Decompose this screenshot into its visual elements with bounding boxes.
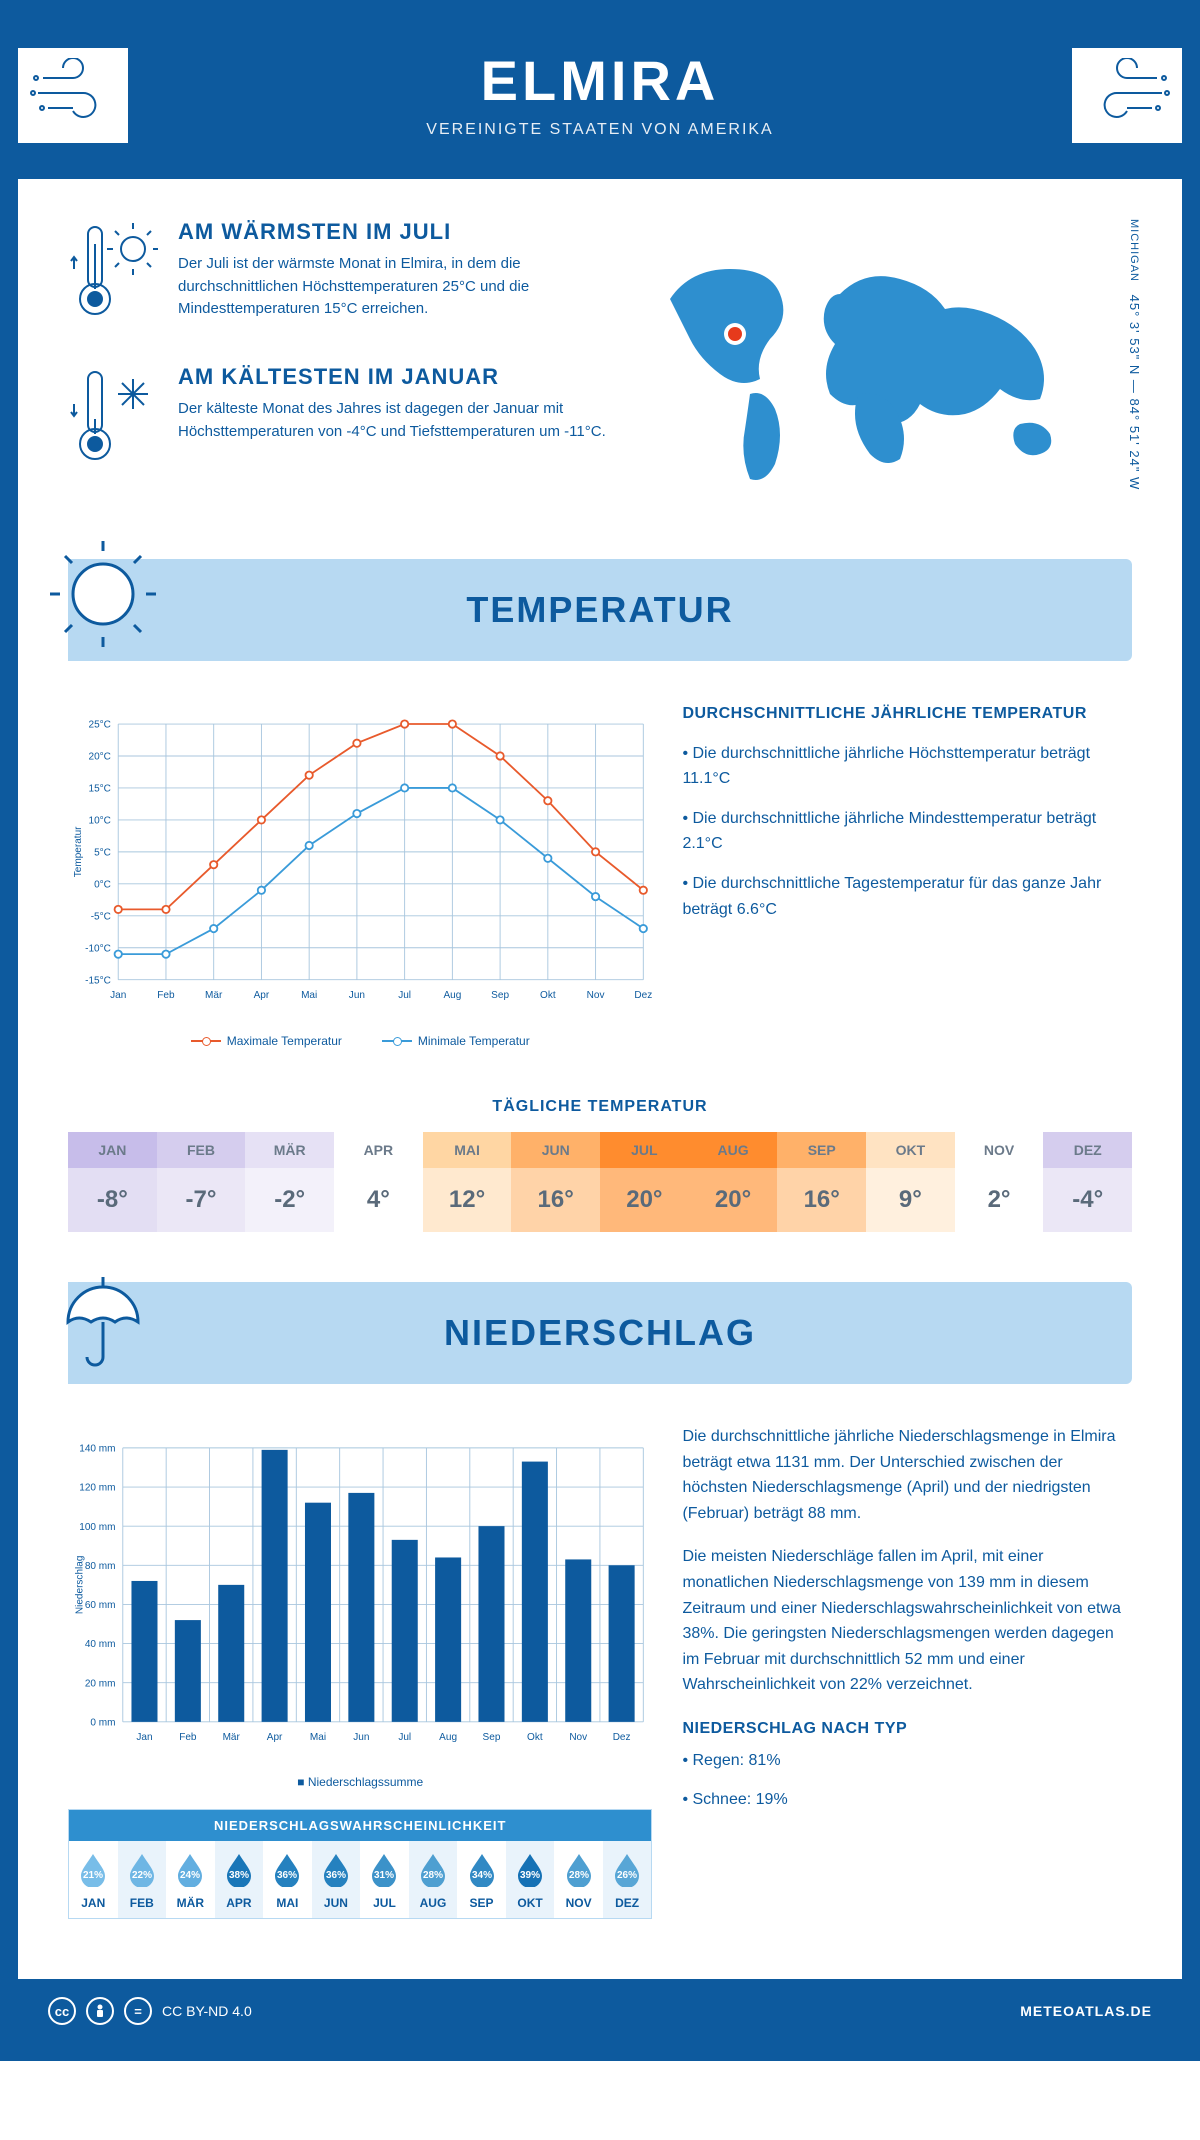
svg-text:120 mm: 120 mm [79, 1483, 115, 1494]
site-name: METEOATLAS.DE [1020, 2003, 1152, 2019]
svg-text:80 mm: 80 mm [85, 1561, 116, 1572]
svg-text:5°C: 5°C [94, 848, 111, 859]
svg-text:Sep: Sep [483, 1732, 501, 1743]
svg-text:Aug: Aug [439, 1732, 457, 1743]
svg-text:40 mm: 40 mm [85, 1639, 116, 1650]
svg-text:-10°C: -10°C [85, 943, 111, 954]
precipitation-banner: NIEDERSCHLAG [68, 1282, 1132, 1384]
line-chart-legend: Maximale Temperatur Minimale Temperatur [68, 1034, 652, 1048]
precip-text: Die durchschnittliche jährliche Niedersc… [682, 1424, 1132, 1919]
svg-text:Okt: Okt [540, 990, 556, 1001]
temperature-banner: TEMPERATUR [68, 559, 1132, 661]
svg-text:Nov: Nov [569, 1732, 587, 1743]
svg-text:21%: 21% [83, 1870, 103, 1881]
svg-text:Sep: Sep [491, 990, 509, 1001]
coldest-fact: AM KÄLTESTEN IM JANUAR Der kälteste Mona… [68, 364, 610, 479]
svg-text:25°C: 25°C [88, 720, 110, 731]
footer: cc = CC BY-ND 4.0 METEOATLAS.DE [18, 1979, 1182, 2043]
svg-text:36%: 36% [326, 1870, 346, 1881]
svg-text:-5°C: -5°C [91, 911, 111, 922]
svg-text:Feb: Feb [157, 990, 175, 1001]
thermometer-sun-icon [68, 219, 158, 334]
svg-text:34%: 34% [472, 1870, 492, 1881]
warmest-text: Der Juli ist der wärmste Monat in Elmira… [178, 253, 610, 321]
world-map: MICHIGAN 45° 3' 53" N — 84° 51' 24" W [640, 219, 1132, 509]
coldest-text: Der kälteste Monat des Jahres ist dagege… [178, 398, 610, 443]
svg-text:Jun: Jun [353, 1732, 369, 1743]
svg-text:-15°C: -15°C [85, 975, 111, 986]
svg-text:Jan: Jan [136, 1732, 152, 1743]
svg-text:0°C: 0°C [94, 879, 111, 890]
svg-text:Jul: Jul [398, 990, 411, 1001]
daily-temp-title: TÄGLICHE TEMPERATUR [18, 1098, 1182, 1116]
svg-text:Jan: Jan [110, 990, 126, 1001]
svg-text:39%: 39% [520, 1870, 540, 1881]
svg-text:20°C: 20°C [88, 752, 110, 763]
svg-text:Aug: Aug [443, 990, 461, 1001]
svg-text:15°C: 15°C [88, 784, 110, 795]
header: ELMIRA VEREINIGTE STAATEN VON AMERIKA [18, 18, 1182, 179]
svg-text:100 mm: 100 mm [79, 1522, 115, 1533]
by-icon [86, 1997, 114, 2025]
svg-text:Niederschlag: Niederschlag [75, 1556, 86, 1615]
thermometer-snow-icon [68, 364, 158, 479]
coordinates: MICHIGAN 45° 3' 53" N — 84° 51' 24" W [1127, 219, 1142, 490]
svg-text:22%: 22% [132, 1870, 152, 1881]
svg-text:Apr: Apr [254, 990, 270, 1001]
svg-text:Mär: Mär [205, 990, 223, 1001]
cc-icon: cc [48, 1997, 76, 2025]
svg-text:28%: 28% [569, 1870, 589, 1881]
svg-text:Dez: Dez [634, 990, 652, 1001]
license-text: CC BY-ND 4.0 [162, 2003, 252, 2019]
svg-text:26%: 26% [617, 1870, 637, 1881]
svg-text:Apr: Apr [267, 1732, 283, 1743]
svg-text:Mai: Mai [301, 990, 317, 1001]
temperature-line-chart: -15°C -10°C -5°C 0°C 5°C 10°C 15°C 20°C 25°C Jan F… [68, 701, 652, 1021]
page-title: ELMIRA [38, 48, 1162, 113]
page-subtitle: VEREINIGTE STAATEN VON AMERIKA [38, 121, 1162, 139]
svg-text:24%: 24% [180, 1870, 200, 1881]
warmest-title: AM WÄRMSTEN IM JULI [178, 219, 610, 245]
svg-text:Okt: Okt [527, 1732, 543, 1743]
precipitation-bar-chart: 0 mm 20 mm 40 mm 60 mm 80 mm 100 mm 120 mm 140 … [68, 1424, 652, 1764]
svg-text:Jul: Jul [398, 1732, 411, 1743]
svg-text:31%: 31% [374, 1870, 394, 1881]
svg-text:36%: 36% [277, 1870, 297, 1881]
svg-text:Mai: Mai [310, 1732, 326, 1743]
warmest-fact: AM WÄRMSTEN IM JULI Der Juli ist der wär… [68, 219, 610, 334]
svg-text:38%: 38% [229, 1870, 249, 1881]
svg-text:140 mm: 140 mm [79, 1444, 115, 1455]
svg-text:28%: 28% [423, 1870, 443, 1881]
precip-probability-table: NIEDERSCHLAGSWAHRSCHEINLICHKEIT 21%JAN22… [68, 1809, 652, 1919]
avg-temp-text: DURCHSCHNITTLICHE JÄHRLICHE TEMPERATUR D… [682, 701, 1132, 1048]
svg-text:Feb: Feb [179, 1732, 197, 1743]
svg-text:60 mm: 60 mm [85, 1600, 116, 1611]
sun-icon [48, 539, 158, 658]
svg-text:Mär: Mär [223, 1732, 241, 1743]
svg-text:Jun: Jun [349, 990, 365, 1001]
nd-icon: = [124, 1997, 152, 2025]
svg-text:0 mm: 0 mm [90, 1717, 115, 1728]
umbrella-icon [48, 1262, 158, 1381]
svg-text:10°C: 10°C [88, 816, 110, 827]
coldest-title: AM KÄLTESTEN IM JANUAR [178, 364, 610, 390]
svg-text:Nov: Nov [587, 990, 605, 1001]
svg-text:Dez: Dez [613, 1732, 631, 1743]
bar-chart-legend: Niederschlagssumme [68, 1775, 652, 1789]
daily-temp-table: JAN-8°FEB-7°MÄR-2°APR4°MAI12°JUN16°JUL20… [68, 1132, 1132, 1232]
svg-text:20 mm: 20 mm [85, 1678, 116, 1689]
svg-text:Temperatur: Temperatur [73, 826, 84, 877]
